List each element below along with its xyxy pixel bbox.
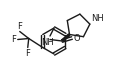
Text: NH: NH bbox=[91, 14, 104, 23]
Text: F: F bbox=[17, 22, 22, 31]
Text: F: F bbox=[11, 35, 16, 44]
Text: O: O bbox=[74, 34, 81, 42]
Text: F: F bbox=[25, 48, 30, 58]
Text: NH: NH bbox=[42, 38, 54, 46]
